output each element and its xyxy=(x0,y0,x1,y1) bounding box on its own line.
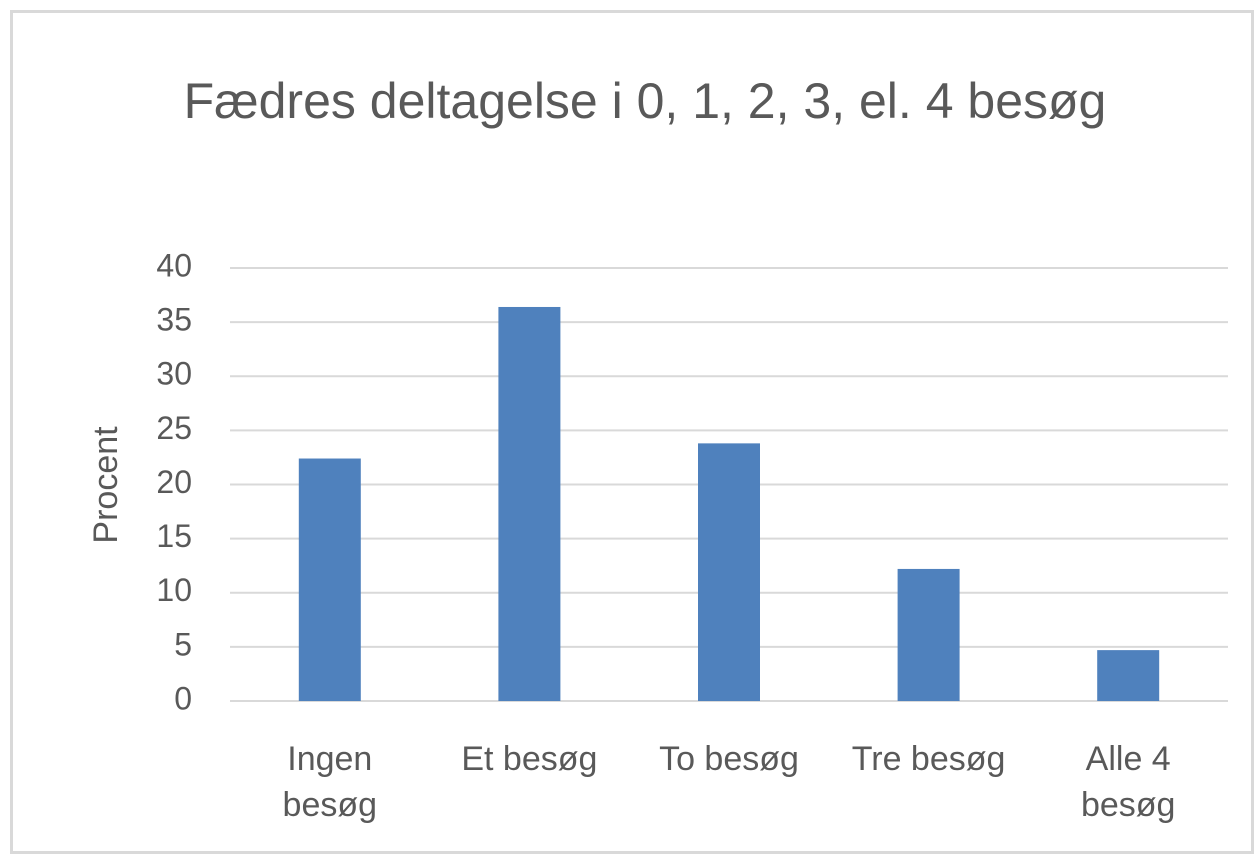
y-tick-label: 35 xyxy=(156,302,192,338)
chart-title: Fædres deltagelse i 0, 1, 2, 3, el. 4 be… xyxy=(183,73,1107,129)
y-tick-label: 15 xyxy=(156,518,192,554)
y-tick-label: 0 xyxy=(174,680,192,716)
x-tick-label: Alle 4 besøg xyxy=(1080,740,1176,824)
x-tick-label: Et besøg xyxy=(461,740,598,778)
y-axis-label: Procent xyxy=(87,426,125,544)
y-tick-label: 5 xyxy=(174,626,192,662)
bar xyxy=(897,568,960,701)
y-tick-label: 10 xyxy=(156,572,192,608)
y-tick-label: 25 xyxy=(156,410,192,446)
chart-frame xyxy=(10,10,1254,854)
bar xyxy=(498,306,561,701)
bar xyxy=(1097,650,1160,701)
bar xyxy=(698,443,760,701)
y-tick-label: 20 xyxy=(156,464,192,500)
y-tick-label: 40 xyxy=(156,247,192,283)
x-tick-label: Tre besøg xyxy=(851,740,1006,778)
x-tick-label: To besøg xyxy=(659,740,799,778)
y-tick-label: 30 xyxy=(156,356,192,392)
bar xyxy=(298,458,361,701)
x-tick-label: Ingen besøg xyxy=(282,740,378,824)
